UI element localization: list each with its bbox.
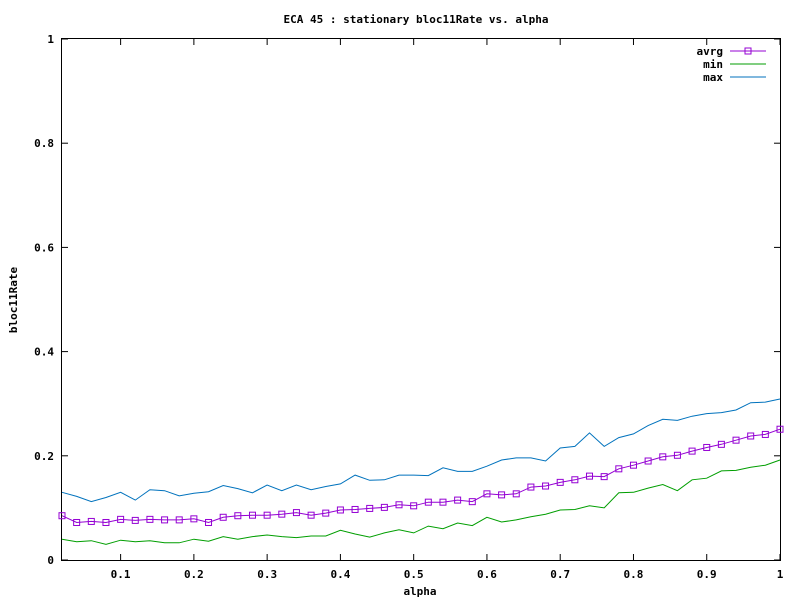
series-line-min xyxy=(61,459,781,545)
point-avrg xyxy=(424,498,432,506)
point-avrg xyxy=(644,457,652,465)
plot-border xyxy=(61,38,781,561)
x-tick-label: 0.2 xyxy=(184,568,204,581)
point-avrg xyxy=(717,440,725,448)
y-axis-label: bloc11Rate xyxy=(7,267,20,334)
point-avrg xyxy=(659,453,667,461)
point-avrg xyxy=(732,436,740,444)
y-tick-label: 0.6 xyxy=(34,241,54,254)
point-avrg xyxy=(175,516,183,524)
point-avrg xyxy=(278,510,286,518)
point-avrg xyxy=(688,447,696,455)
point-avrg xyxy=(219,513,227,521)
point-avrg xyxy=(58,512,66,520)
x-axis-label: alpha xyxy=(403,585,436,598)
point-avrg xyxy=(571,476,579,484)
point-avrg xyxy=(336,506,344,514)
point-avrg xyxy=(366,504,374,512)
point-avrg xyxy=(322,509,330,517)
point-avrg xyxy=(248,511,256,519)
series-layer xyxy=(58,398,784,545)
point-avrg xyxy=(190,515,198,523)
y-tick-label: 0.4 xyxy=(34,346,54,359)
point-avrg xyxy=(380,503,388,511)
x-tick-label: 0.8 xyxy=(624,568,644,581)
point-avrg xyxy=(600,473,608,481)
axis-ticks: 0.1 0.2 0.3 0.4 0.5 0.6 0.7 0.8 0.9 1 0 0.2 0.4 0.6 0.… xyxy=(34,33,784,581)
x-tick-label: 0.7 xyxy=(550,568,570,581)
y-tick-label: 0.2 xyxy=(34,450,54,463)
legend-label-min: min xyxy=(703,58,723,71)
point-avrg xyxy=(673,451,681,459)
point-avrg xyxy=(556,478,564,486)
point-avrg xyxy=(454,496,462,504)
legend-label-avrg: avrg xyxy=(697,45,724,58)
point-avrg xyxy=(263,511,271,519)
point-avrg xyxy=(498,491,506,499)
x-tick-label: 0.9 xyxy=(697,568,717,581)
point-avrg xyxy=(102,518,110,526)
y-tick-label: 0.8 xyxy=(34,137,54,150)
point-avrg xyxy=(87,517,95,525)
legend-marker-avrg xyxy=(744,47,752,55)
point-avrg xyxy=(117,515,125,523)
point-avrg xyxy=(395,501,403,509)
point-avrg xyxy=(468,498,476,506)
point-avrg xyxy=(527,483,535,491)
chart-title: ECA 45 : stationary bloc11Rate vs. alpha xyxy=(284,13,549,26)
point-avrg xyxy=(73,518,81,526)
point-avrg xyxy=(615,465,623,473)
point-avrg xyxy=(131,516,139,524)
legend-label-max: max xyxy=(703,71,723,84)
point-avrg xyxy=(205,518,213,526)
point-avrg xyxy=(542,482,550,490)
point-avrg xyxy=(586,472,594,480)
x-tick-label: 0.6 xyxy=(477,568,497,581)
x-tick-label: 0.3 xyxy=(257,568,277,581)
series-line-max xyxy=(61,398,781,503)
point-avrg xyxy=(512,490,520,498)
x-tick-label: 1 xyxy=(777,568,784,581)
x-tick-label: 0.5 xyxy=(404,568,424,581)
point-avrg xyxy=(761,430,769,438)
x-tick-label: 0.4 xyxy=(330,568,350,581)
point-avrg xyxy=(146,515,154,523)
point-avrg xyxy=(776,425,784,433)
point-avrg xyxy=(439,498,447,506)
x-tick-label: 0.1 xyxy=(111,568,131,581)
point-avrg xyxy=(307,511,315,519)
point-avrg xyxy=(234,512,242,520)
point-avrg xyxy=(351,505,359,513)
point-avrg xyxy=(703,443,711,451)
point-avrg xyxy=(410,502,418,510)
point-avrg xyxy=(161,516,169,524)
series-line-avrg xyxy=(61,428,781,524)
y-tick-label: 1 xyxy=(47,33,54,46)
y-tick-label: 0 xyxy=(47,554,54,567)
point-avrg xyxy=(292,509,300,517)
point-avrg xyxy=(629,461,637,469)
point-avrg xyxy=(747,432,755,440)
point-avrg xyxy=(483,490,491,498)
